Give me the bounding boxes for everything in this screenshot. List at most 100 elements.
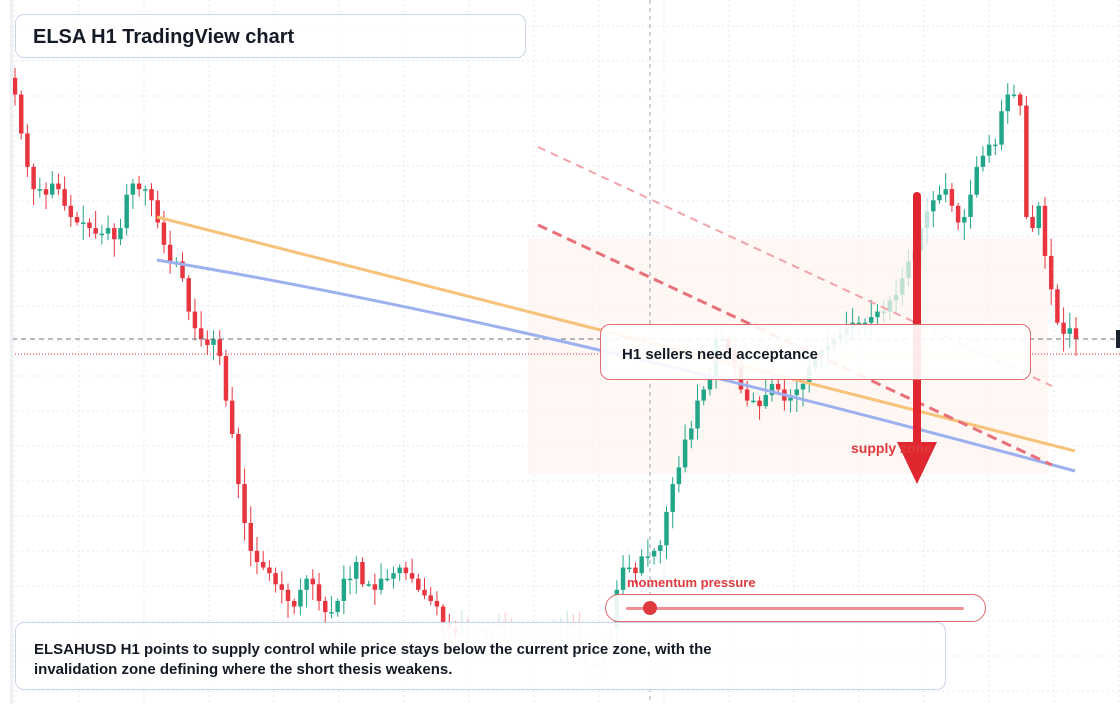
candle-body: [285, 589, 291, 601]
analysis-caption-panel: ELSAHUSD H1 points to supply control whi…: [15, 622, 946, 690]
candle-body: [316, 584, 322, 601]
candle: [205, 330, 210, 355]
candle: [118, 218, 123, 246]
candle: [763, 379, 768, 409]
momentum-track: [626, 607, 964, 610]
candle-body: [378, 578, 384, 590]
callout-text: H1 sellers need acceptance: [622, 346, 818, 363]
candle-body: [639, 556, 644, 574]
candle: [949, 183, 955, 212]
candle-body: [955, 205, 961, 223]
candle-body: [794, 389, 800, 396]
candle: [893, 279, 899, 315]
candle-body: [198, 328, 204, 340]
candle: [664, 506, 669, 560]
candle: [1005, 83, 1010, 124]
candle-body: [658, 545, 663, 551]
candle-body: [56, 183, 61, 190]
candle-body: [937, 194, 942, 201]
candle-body: [1017, 94, 1023, 106]
candle-body: [143, 189, 148, 191]
candle-body: [18, 94, 24, 134]
candle-body: [167, 244, 173, 262]
candle-body: [180, 261, 185, 279]
candle: [968, 179, 973, 229]
candle-body: [118, 228, 123, 240]
candle-body: [962, 216, 967, 223]
candle-body: [335, 600, 340, 613]
candle-body: [136, 183, 142, 190]
candle-body: [43, 189, 49, 195]
channel-line-lower: [537, 223, 1053, 467]
candle-body: [366, 584, 371, 586]
candle: [155, 190, 160, 229]
candle: [1030, 205, 1035, 232]
candle: [93, 210, 98, 239]
candle: [285, 583, 291, 619]
candle-body: [397, 567, 402, 574]
candle: [192, 298, 198, 341]
candle-body: [236, 434, 241, 485]
candle-body: [149, 189, 154, 201]
candle-body: [1042, 205, 1048, 256]
candle: [980, 146, 986, 172]
candle-body: [205, 339, 210, 345]
candle: [211, 330, 216, 361]
candle: [385, 568, 390, 582]
candle: [105, 215, 111, 241]
candle: [229, 386, 235, 439]
candle-body: [1011, 94, 1017, 97]
candle-body: [682, 439, 688, 468]
candle: [670, 477, 675, 529]
candle-body: [800, 383, 806, 390]
momentum-gauge: [605, 594, 986, 622]
candle: [124, 183, 129, 236]
candle-body: [99, 233, 105, 236]
candle: [366, 580, 371, 587]
candle-body: [62, 189, 67, 206]
candle-body: [1067, 328, 1073, 334]
candle: [273, 567, 278, 593]
candle: [651, 548, 657, 565]
candle: [1042, 196, 1048, 269]
candle: [81, 205, 86, 240]
candle: [347, 566, 353, 595]
candle-body: [422, 589, 427, 596]
candle-body: [248, 523, 254, 551]
candle-body: [763, 395, 768, 407]
candle-body: [931, 200, 936, 212]
candle-body: [428, 595, 433, 601]
candle: [428, 586, 433, 605]
candle: [242, 468, 247, 541]
candle: [1036, 202, 1042, 236]
candle: [689, 420, 694, 449]
candle-body: [900, 278, 905, 295]
candle: [676, 455, 682, 493]
candle-body: [416, 578, 421, 590]
candle-body: [229, 400, 235, 434]
candle-body: [304, 578, 309, 590]
candle-body: [74, 216, 80, 223]
candle: [310, 569, 316, 601]
candle: [391, 566, 396, 589]
candle: [248, 506, 254, 567]
candle: [1024, 96, 1029, 220]
candle: [1055, 284, 1060, 325]
candle: [931, 191, 936, 228]
candle-body: [968, 194, 973, 217]
candle-body: [757, 400, 762, 407]
candle: [18, 90, 24, 140]
candle: [323, 596, 328, 627]
candle-body: [186, 278, 191, 312]
candle: [31, 163, 36, 206]
candle: [658, 540, 663, 564]
candle: [900, 267, 905, 306]
candle: [645, 539, 651, 567]
candle: [49, 171, 55, 199]
candle: [360, 557, 365, 588]
candle: [12, 67, 18, 106]
candle-body: [974, 166, 979, 195]
candle-body: [744, 389, 750, 401]
candle-body: [341, 578, 347, 601]
candle-body: [645, 556, 651, 558]
